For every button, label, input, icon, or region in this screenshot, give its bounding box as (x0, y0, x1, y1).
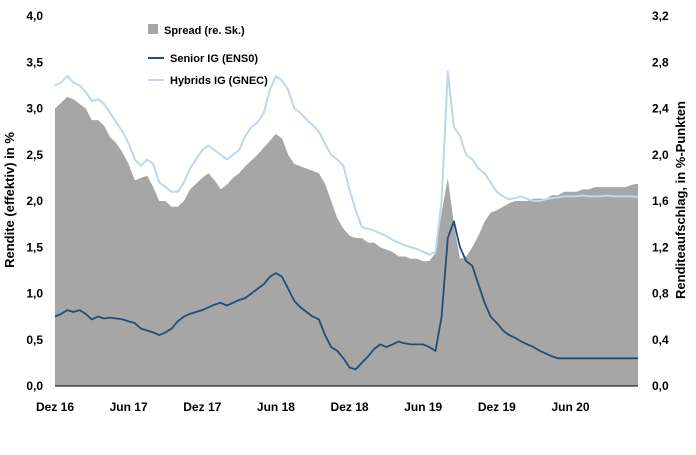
y-right-tick-label: 1,2 (652, 240, 669, 254)
legend-swatch-spread (148, 24, 158, 34)
y-left-tick-label: 4,0 (26, 9, 43, 23)
legend: Spread (re. Sk.) Senior IG (ENS0) Hybrid… (148, 24, 268, 87)
x-tick-label: Jun 17 (110, 400, 148, 414)
y-right-tick-labels: 0,0 0,4 0,8 1,2 1,6 2,0 2,4 2,8 3,2 (652, 9, 669, 393)
y-right-axis-title: Renditeaufschlag, in %-Punkten (673, 101, 688, 299)
hybrids-line (54, 70, 639, 256)
y-right-tick-label: 2,0 (652, 148, 669, 162)
y-left-tick-label: 3,0 (26, 102, 43, 116)
x-tick-label: Dez 18 (331, 400, 369, 414)
y-right-tick-label: 1,6 (652, 194, 669, 208)
x-tick-labels: Dez 16 Jun 17 Dez 17 Jun 18 Dez 18 Jun 19 Dez … (36, 400, 590, 414)
x-tick-label: Jun 19 (404, 400, 442, 414)
x-tick-label: Dez 17 (183, 400, 221, 414)
y-right-tick-label: 0,8 (652, 287, 669, 301)
legend-label-hybrids: Hybrids IG (GNEC) (170, 75, 268, 87)
y-left-tick-label: 2,5 (26, 148, 43, 162)
spread-area (55, 96, 638, 387)
spread-area-group (55, 96, 638, 387)
x-tick-label: Jun 18 (257, 400, 295, 414)
y-left-tick-label: 2,0 (26, 194, 43, 208)
y-left-axis-title: Rendite (effektiv) in % (2, 132, 17, 268)
y-left-tick-label: 0,5 (26, 333, 43, 347)
y-left-tick-label: 1,0 (26, 287, 43, 301)
y-right-tick-label: 3,2 (652, 9, 669, 23)
legend-label-spread: Spread (re. Sk.) (164, 25, 245, 37)
y-left-tick-label: 3,5 (26, 55, 43, 69)
legend-label-senior: Senior IG (ENS0) (170, 53, 258, 65)
y-left-tick-label: 1,5 (26, 240, 43, 254)
y-right-tick-label: 0,0 (652, 379, 669, 393)
x-tick-label: Dez 19 (478, 400, 516, 414)
line-series-group (54, 70, 639, 371)
y-right-tick-label: 2,8 (652, 55, 669, 69)
x-tick-label: Jun 20 (551, 400, 589, 414)
y-left-tick-labels: 0,0 0,5 1,0 1,5 2,0 2,5 3,0 3,5 4,0 (26, 9, 43, 393)
y-right-tick-label: 2,4 (652, 102, 669, 116)
x-tick-label: Dez 16 (36, 400, 74, 414)
y-right-tick-label: 0,4 (652, 333, 669, 347)
senior-line (54, 220, 638, 371)
y-left-tick-label: 0,0 (26, 379, 43, 393)
